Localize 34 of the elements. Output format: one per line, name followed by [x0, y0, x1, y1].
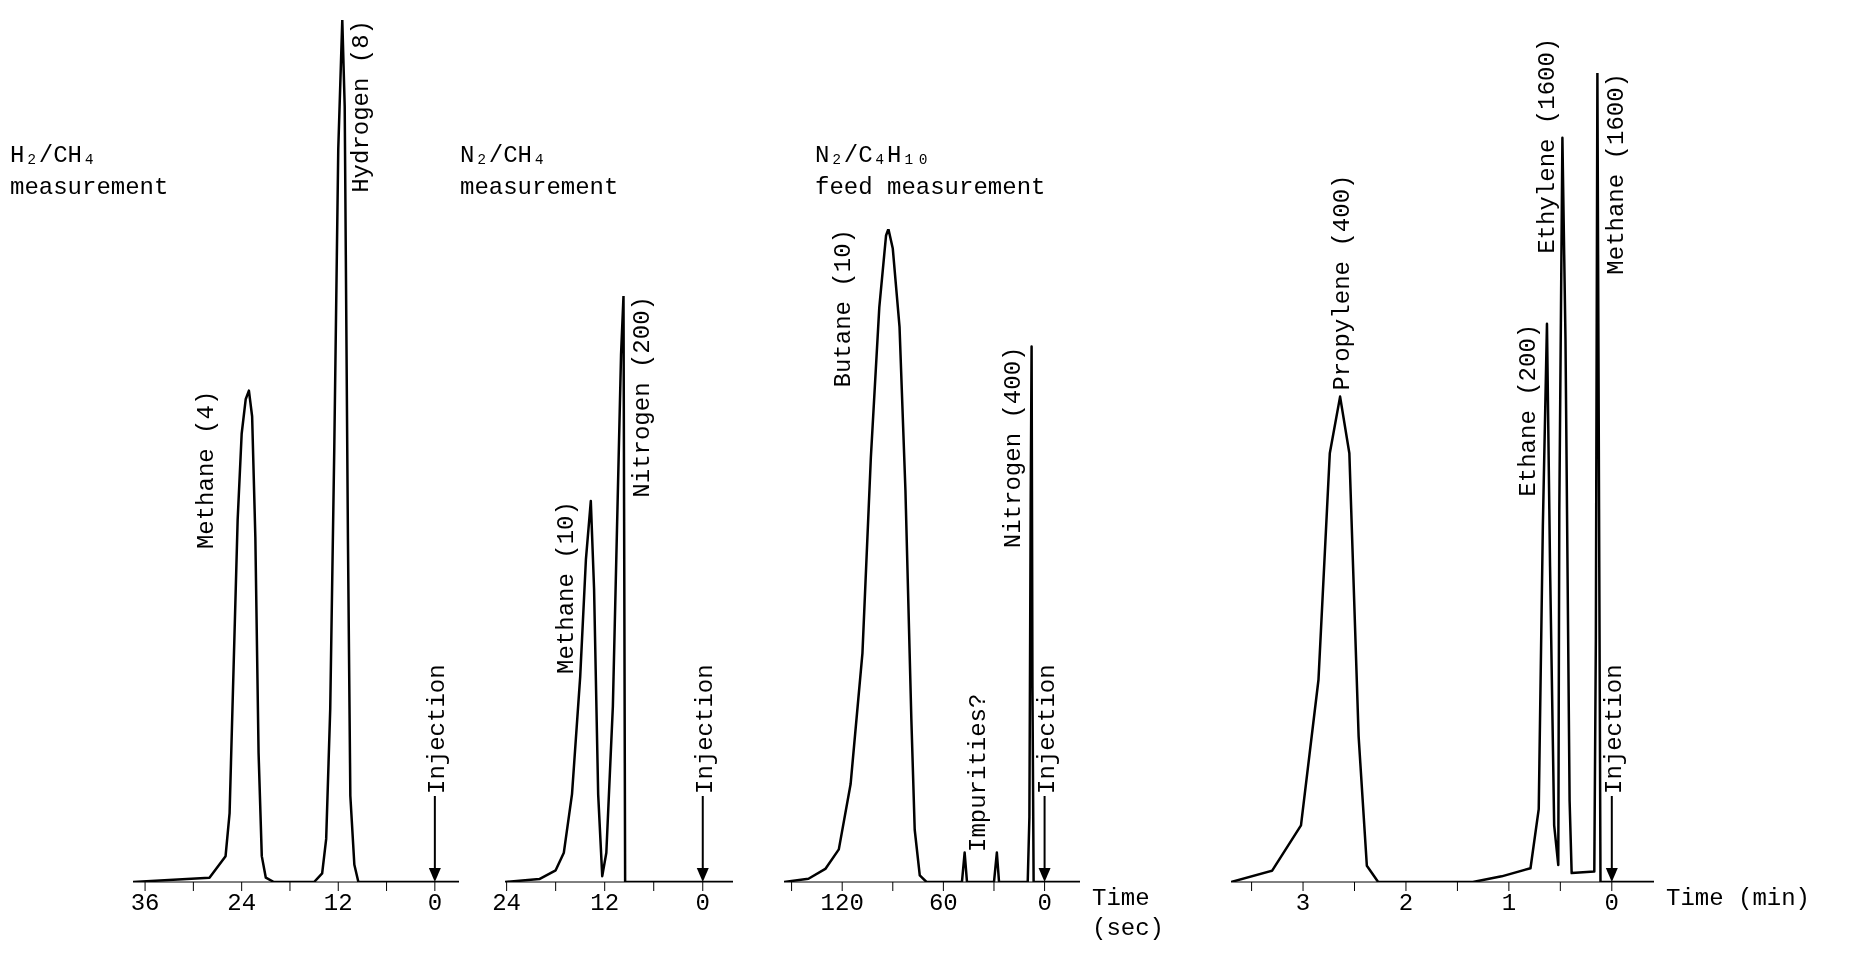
annotation: Methane (1600)	[1603, 73, 1631, 275]
x-tick-label: 36	[130, 890, 160, 918]
annotation: Propylene (400)	[1329, 174, 1357, 391]
annotation: Methane (4)	[192, 390, 220, 550]
x-tick-label: 3	[1295, 890, 1311, 918]
annotation: Nitrogen (200)	[629, 296, 657, 498]
x-axis-title: Time (sec)	[1092, 884, 1165, 944]
annotation: Nitrogen (400)	[999, 346, 1027, 549]
x-tick-label: 12	[590, 890, 620, 918]
x-tick-label: 0	[1037, 890, 1052, 918]
ref-line-label: Injection	[1033, 664, 1061, 794]
chart-title: N₂/C₄H₁₀ feed measurement	[815, 141, 1046, 203]
x-tick-label: 1	[1501, 890, 1517, 918]
x-axis-title: Time (min)	[1666, 884, 1812, 914]
chart-title: N₂/CH₄ measurement	[460, 141, 619, 203]
x-tick-label: 120	[820, 890, 864, 918]
annotation: Impurities?	[964, 693, 992, 852]
annotation: Hydrogen (8)	[348, 20, 376, 193]
x-tick-label: 2	[1398, 890, 1414, 918]
text: H₂/CH₄ measurement	[10, 141, 169, 203]
annotation: Ethylene (1600)	[1534, 37, 1562, 254]
annotation: Ethane (200)	[1514, 323, 1542, 497]
x-tick-label: 24	[492, 890, 522, 918]
x-tick-label: 60	[928, 890, 958, 918]
annotation: Butane (10)	[830, 229, 858, 388]
annotation: Methane (10)	[552, 501, 580, 674]
x-tick-label: 0	[695, 890, 710, 918]
x-tick-label: 0	[1604, 890, 1620, 918]
ref-line-label: Injection	[691, 664, 719, 794]
x-tick-label: 0	[427, 890, 443, 918]
x-tick-label: 24	[227, 890, 257, 918]
x-tick-label: 12	[323, 890, 353, 918]
ref-line-label: Injection	[1600, 664, 1628, 794]
ref-line-label: Injection	[423, 664, 451, 794]
